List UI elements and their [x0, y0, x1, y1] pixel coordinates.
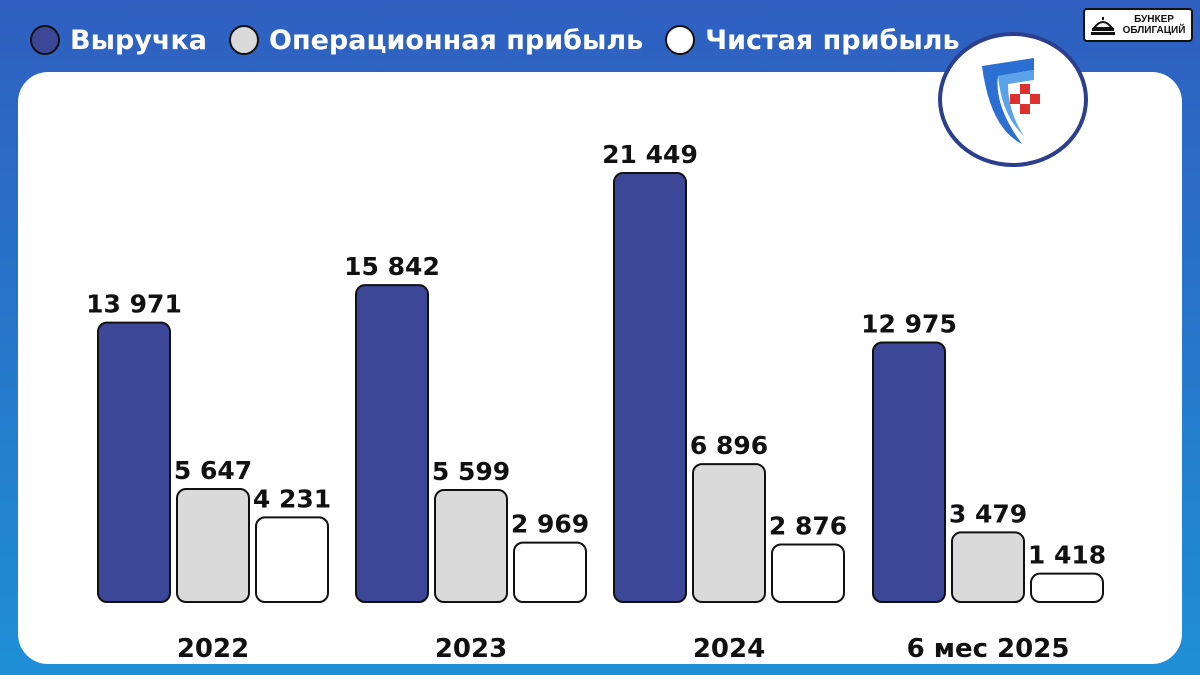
- bar-net-profit-3: [771, 543, 845, 604]
- bar-operating-profit-4: [951, 531, 1025, 604]
- bar-revenue-2: [355, 284, 429, 603]
- chart-panel: 13 971 5 647 4 231 2022 15 842 5 599 2 969 2023…: [18, 72, 1182, 664]
- bar-operating-profit-3: [692, 463, 766, 603]
- data-label-operating-profit-2: 5 599: [432, 457, 510, 486]
- bar-revenue-3: [613, 172, 687, 604]
- data-label-operating-profit-4: 3 479: [949, 499, 1027, 528]
- bar-net-profit-2: [513, 541, 587, 603]
- brand-name-line2: ОБЛИГАЦИЙ: [1122, 25, 1186, 36]
- brand-name: БУНКЕР ОБЛИГАЦИЙ: [1119, 14, 1189, 36]
- bar-operating-profit-2: [434, 489, 508, 603]
- brand-badge: БУНКЕР ОБЛИГАЦИЙ: [1083, 8, 1193, 42]
- data-label-revenue-1: 13 971: [86, 290, 182, 319]
- data-label-net-profit-3: 2 876: [769, 511, 847, 540]
- legend-swatch-revenue: [30, 25, 60, 55]
- bunker-icon: [1091, 17, 1115, 35]
- data-label-operating-profit-1: 5 647: [174, 456, 252, 485]
- bar-revenue-1: [97, 321, 171, 604]
- data-label-net-profit-4: 1 418: [1028, 541, 1106, 570]
- data-label-revenue-3: 21 449: [602, 140, 698, 169]
- chart-legend: Выручка Операционная прибыль Чистая приб…: [30, 18, 982, 62]
- data-label-revenue-2: 15 842: [344, 252, 440, 281]
- legend-label-revenue: Выручка: [70, 24, 208, 56]
- bar-net-profit-1: [255, 516, 329, 604]
- legend-item-revenue: Выручка: [30, 25, 207, 56]
- legend-label-net-profit: Чистая прибыль: [705, 24, 960, 56]
- legend-label-operating-profit: Операционная прибыль: [269, 24, 644, 56]
- category-label-2: 2023: [435, 634, 507, 664]
- bar-revenue-4: [872, 341, 946, 603]
- category-label-3: 2024: [693, 634, 765, 664]
- category-label-4: 6 мес 2025: [907, 634, 1070, 664]
- legend-swatch-net-profit: [665, 25, 696, 55]
- data-label-net-profit-2: 2 969: [511, 510, 589, 539]
- legend-swatch-operating-profit: [229, 25, 260, 55]
- data-label-revenue-4: 12 975: [861, 310, 957, 339]
- data-label-operating-profit-3: 6 896: [690, 431, 768, 460]
- shield-logo-icon: [982, 58, 1040, 144]
- bar-operating-profit-1: [176, 488, 250, 603]
- category-label-1: 2022: [177, 634, 249, 664]
- company-logo: [938, 32, 1088, 167]
- legend-item-operating-profit: Операционная прибыль: [229, 25, 643, 56]
- brand-name-line1: БУНКЕР: [1134, 14, 1174, 25]
- legend-item-net-profit: Чистая прибыль: [665, 24, 960, 56]
- bar-net-profit-4: [1030, 572, 1104, 604]
- data-label-net-profit-1: 4 231: [253, 484, 331, 513]
